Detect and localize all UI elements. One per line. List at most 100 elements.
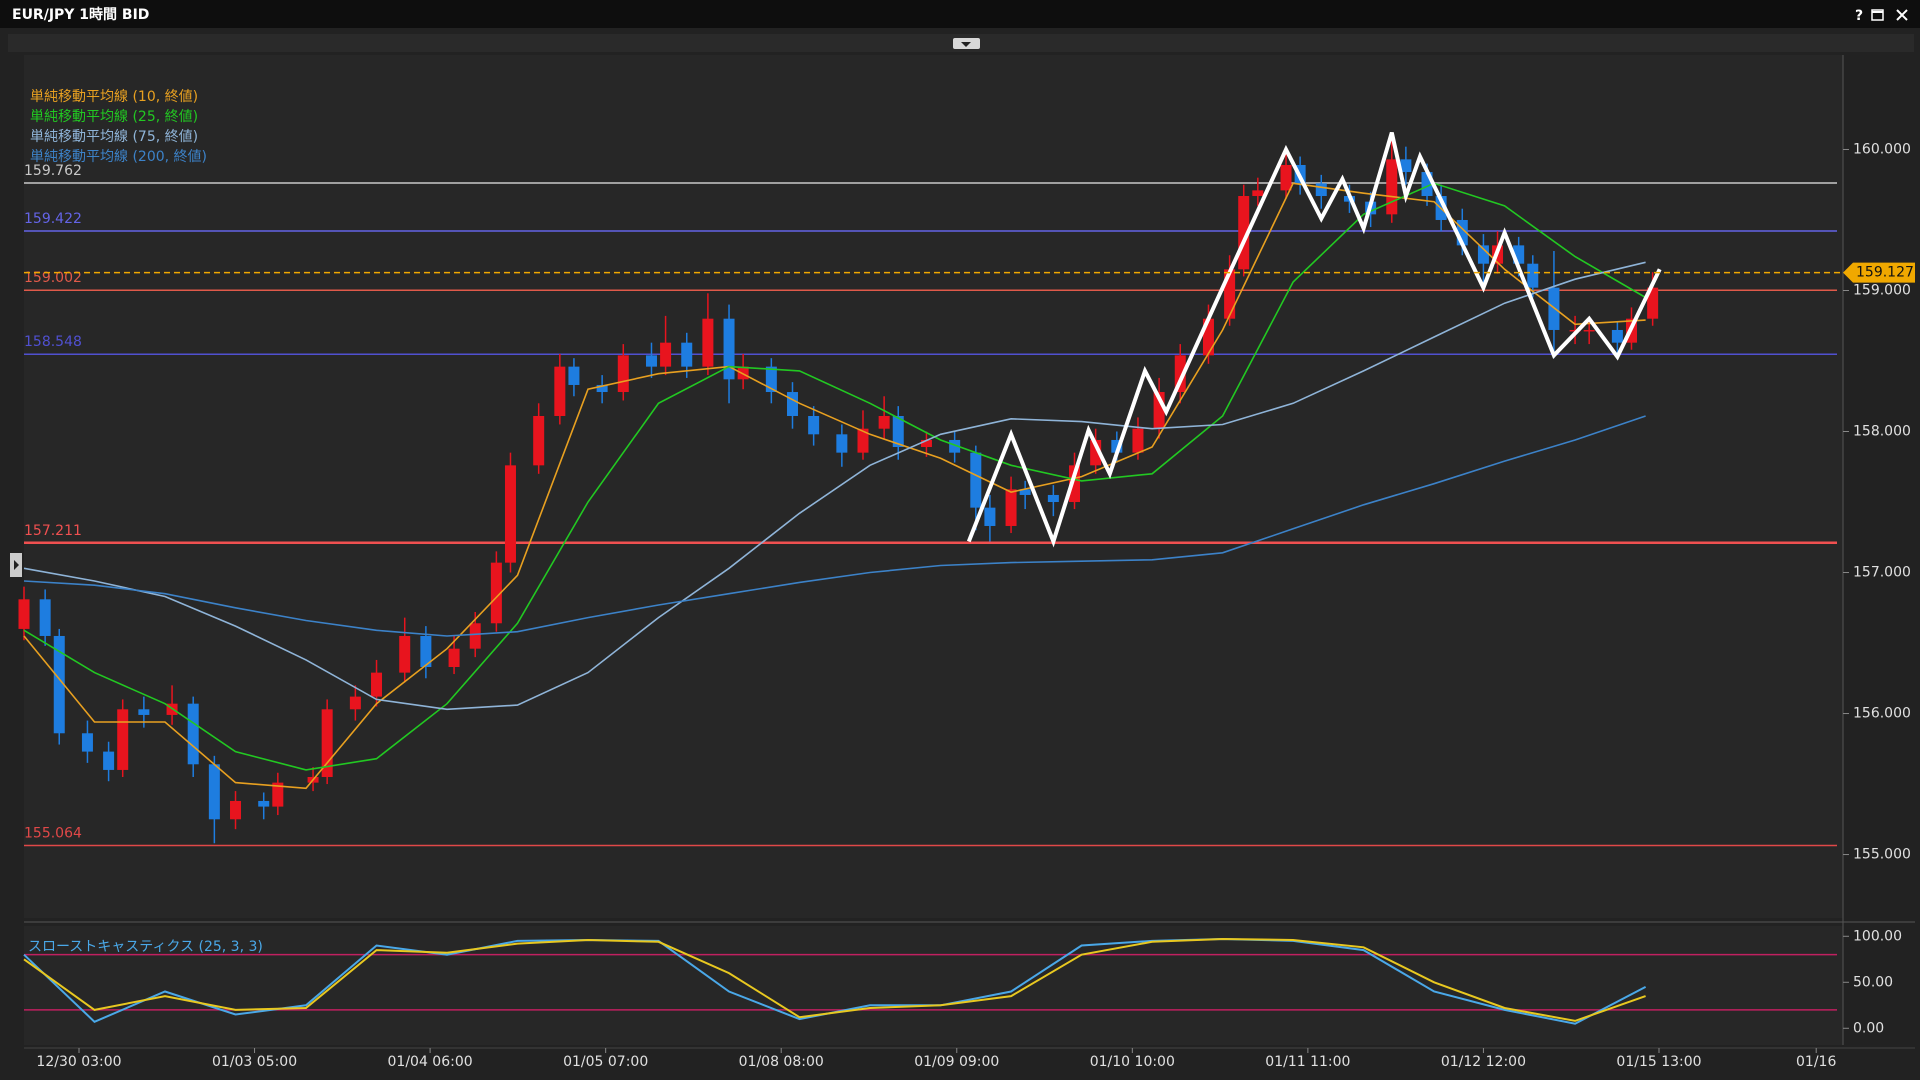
- x-tick-label: 01/03 05:00: [212, 1054, 297, 1070]
- candle-body: [1456, 219, 1468, 246]
- y-tick-label: 160.000: [1853, 141, 1911, 157]
- stochastic-panel: [24, 926, 1843, 1045]
- candle-body: [737, 366, 749, 380]
- y-tick-label: 159.000: [1853, 282, 1911, 298]
- candle-body: [53, 635, 65, 734]
- candle-body: [857, 428, 869, 453]
- candle-body: [892, 415, 904, 448]
- candle-body: [765, 366, 777, 393]
- level-label: 159.762: [24, 163, 82, 179]
- candle-body: [1527, 263, 1539, 288]
- moving-average: [23, 182, 1647, 771]
- moving-average: [23, 261, 1646, 711]
- stochastic-line: [23, 937, 1646, 1022]
- candle-body: [1583, 329, 1595, 332]
- candle-body: [836, 434, 848, 453]
- y-tick-label: 156.000: [1853, 706, 1911, 722]
- help-button[interactable]: ?: [1855, 8, 1863, 24]
- y-tick-label: 158.000: [1853, 424, 1911, 440]
- x-tick-label: 01/12 12:00: [1441, 1054, 1526, 1070]
- candle-body: [723, 318, 735, 380]
- candle-body: [1386, 159, 1398, 215]
- candle-body: [138, 709, 150, 715]
- candle-body: [258, 800, 270, 807]
- candle-body: [645, 355, 657, 367]
- x-tick-label: 01/08 08:00: [739, 1054, 824, 1070]
- candle-body: [617, 355, 629, 393]
- candle-body: [660, 342, 672, 367]
- level-label: 159.002: [24, 270, 82, 286]
- level-label: 155.064: [24, 826, 82, 842]
- candle-body: [984, 507, 996, 526]
- candle-body: [1132, 428, 1144, 453]
- candle-body: [533, 415, 545, 466]
- candle-body: [230, 800, 242, 820]
- legend-entry: 単純移動平均線 (25, 終値): [30, 109, 198, 125]
- candle-body: [117, 709, 129, 770]
- candle-body: [490, 562, 502, 624]
- candle-body: [399, 635, 411, 673]
- candle-body: [18, 599, 30, 629]
- title-bar: [0, 0, 1920, 28]
- x-tick-label: 01/15 13:00: [1616, 1054, 1701, 1070]
- panel-toggle[interactable]: [953, 38, 980, 49]
- x-tick-label: 01/05 07:00: [563, 1054, 648, 1070]
- y-tick-label: 155.000: [1853, 847, 1911, 863]
- legend-entry: 単純移動平均線 (75, 終値): [30, 129, 198, 145]
- candle-body: [1224, 269, 1236, 319]
- candle-body: [1019, 489, 1031, 495]
- candle-body: [1153, 392, 1165, 429]
- candle-body: [1421, 172, 1433, 197]
- last-price-tag: [1843, 262, 1915, 283]
- candle-body: [1548, 287, 1560, 330]
- window-title: EUR/JPY 1時間 BID: [12, 6, 149, 23]
- candle-body: [1611, 329, 1623, 343]
- y-tick-label: 100.00: [1853, 928, 1902, 944]
- indicator-title: スローストキャスティクス (25, 3, 3): [28, 939, 263, 955]
- candle-body: [1238, 196, 1250, 270]
- x-tick-label: 01/09 09:00: [914, 1054, 999, 1070]
- candle-body: [970, 452, 982, 508]
- candle-body: [208, 764, 220, 820]
- candle-body: [786, 392, 798, 416]
- y-tick-label: 50.00: [1853, 974, 1893, 990]
- x-tick-label: 12/30 03:00: [36, 1054, 121, 1070]
- candle-body: [272, 782, 284, 807]
- candle-body: [1513, 245, 1525, 264]
- candle-body: [1252, 190, 1264, 197]
- x-tick-label: 01/10 10:00: [1090, 1054, 1175, 1070]
- candle-body: [1202, 318, 1214, 356]
- candle-body: [1280, 164, 1292, 191]
- candle-body: [568, 366, 580, 385]
- x-tick-label: 01/11 11:00: [1265, 1054, 1350, 1070]
- level-label: 158.548: [24, 334, 82, 350]
- candle-body: [420, 635, 432, 667]
- candle-body: [1111, 439, 1123, 453]
- legend-entry: 単純移動平均線 (10, 終値): [30, 89, 198, 105]
- side-handle[interactable]: [10, 553, 22, 577]
- moving-average: [23, 415, 1646, 637]
- candle-body: [187, 703, 199, 765]
- candle-body: [920, 439, 932, 448]
- candle-body: [1090, 439, 1102, 466]
- x-tick-label: 01/04 06:00: [388, 1054, 473, 1070]
- legend-entry: 単純移動平均線 (200, 終値): [30, 149, 207, 165]
- candle-body: [1315, 183, 1327, 197]
- price-panel: [24, 55, 1843, 918]
- candle-body: [469, 623, 481, 649]
- y-tick-label: 0.00: [1853, 1020, 1884, 1036]
- candle-body: [1069, 465, 1081, 503]
- close-button[interactable]: [1896, 9, 1908, 21]
- candle-body: [504, 465, 516, 563]
- candle-body: [878, 415, 890, 429]
- zigzag-drawing: [966, 132, 1662, 548]
- candle-body: [103, 751, 115, 770]
- maximize-button[interactable]: [1871, 9, 1884, 21]
- candle-body: [949, 439, 961, 453]
- candle-body: [702, 318, 714, 367]
- candle-body: [371, 672, 383, 697]
- candle-body: [1647, 287, 1659, 319]
- level-label: 157.211: [24, 523, 82, 539]
